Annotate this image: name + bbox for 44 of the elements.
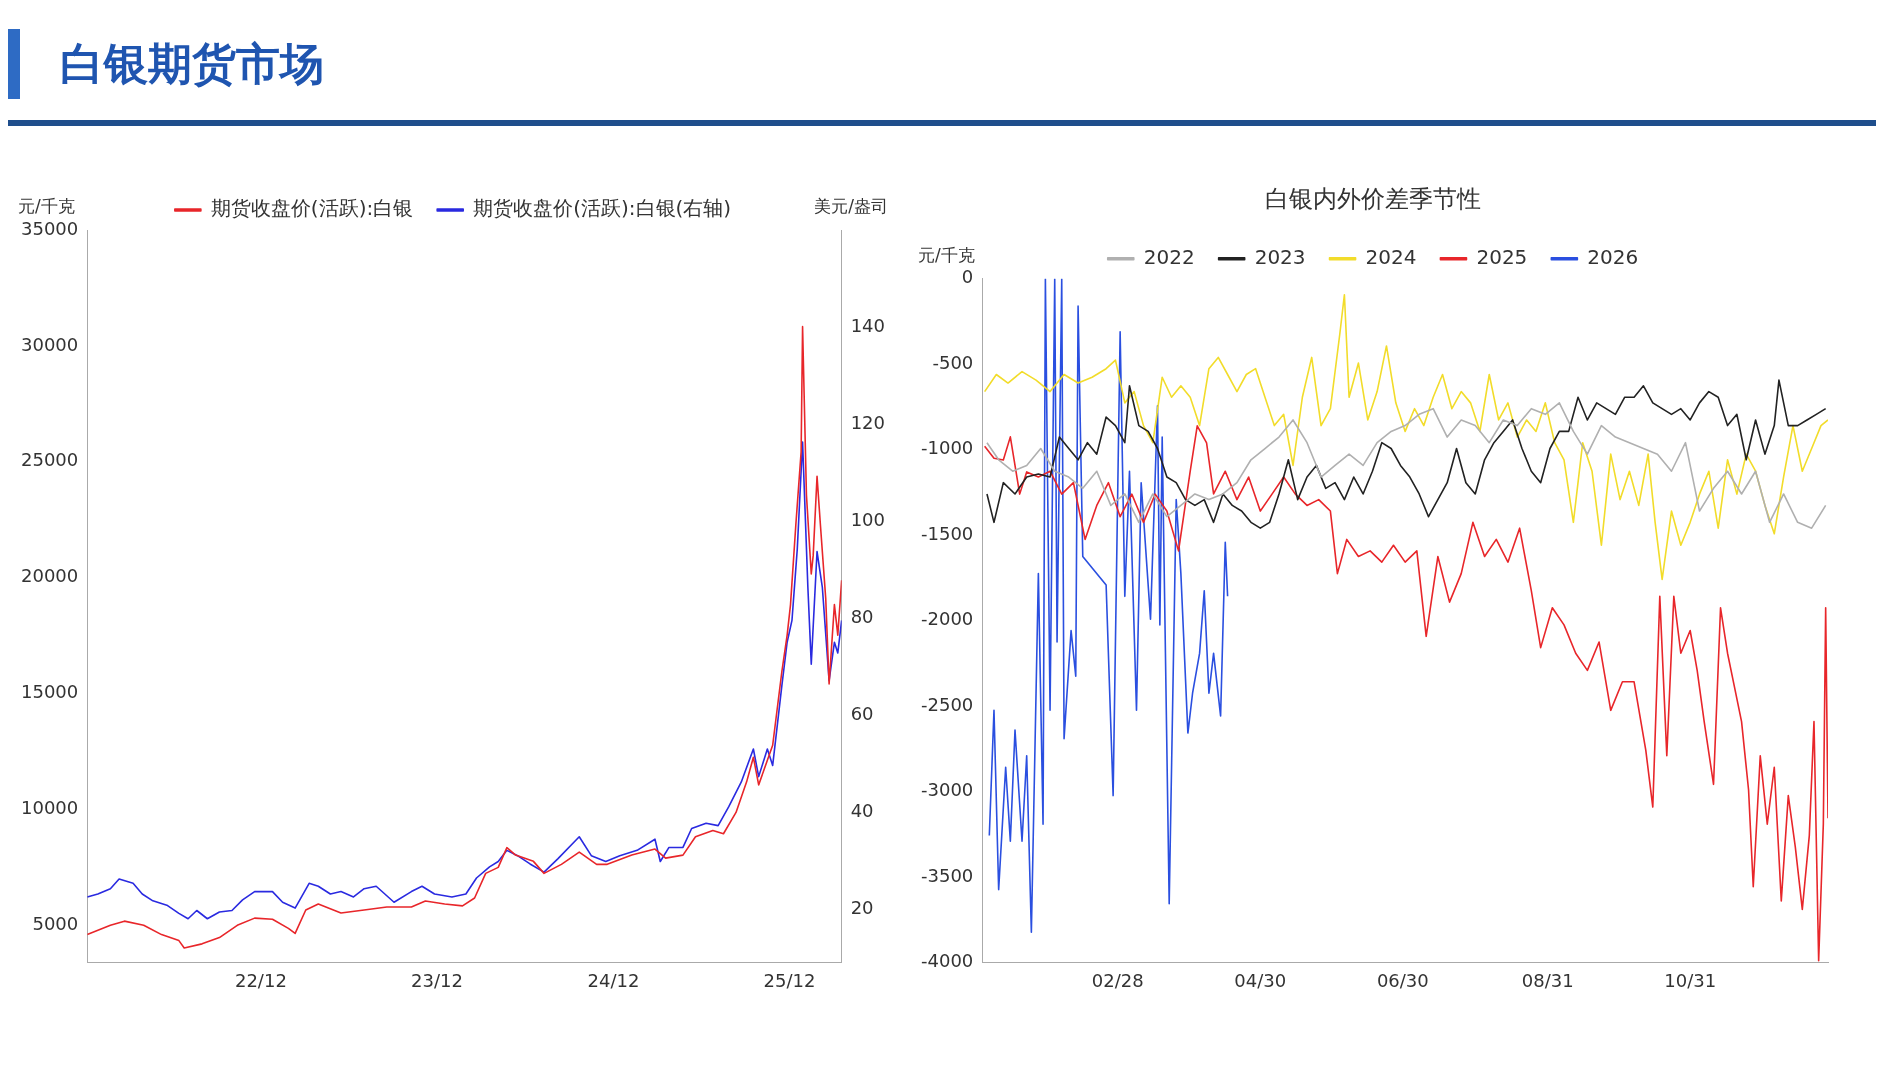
- x-tick-label: 02/28: [1091, 969, 1144, 991]
- y2-tick-label: 60: [850, 702, 874, 724]
- y-axis-title: 元/千克: [18, 195, 75, 216]
- y-tick-label: 5000: [32, 912, 79, 934]
- legend-label: 2026: [1587, 245, 1639, 269]
- y2-tick-label: 40: [850, 799, 874, 821]
- y2-tick-label: 20: [850, 896, 874, 918]
- y-tick-label: 35000: [21, 217, 79, 239]
- y2-tick-label: 120: [850, 411, 885, 433]
- x-tick-label: 06/30: [1376, 969, 1429, 991]
- x-tick-label: 08/31: [1521, 969, 1574, 991]
- y-tick-label: -3000: [920, 779, 974, 801]
- legend-label: 2022: [1143, 245, 1195, 269]
- y-tick-label: 0: [961, 266, 974, 288]
- y2-tick-label: 100: [850, 508, 885, 530]
- x-tick-label: 23/12: [411, 969, 463, 991]
- y-tick-label: -1500: [920, 522, 974, 544]
- y-tick-label: 20000: [21, 565, 79, 587]
- x-tick-label: 24/12: [587, 969, 640, 991]
- chart-title: 白银内外价差季节性: [1265, 184, 1481, 213]
- y-tick-label: -2000: [920, 608, 974, 630]
- x-tick-label: 04/30: [1234, 969, 1287, 991]
- y-tick-label: -500: [932, 351, 974, 373]
- legend-label: 2024: [1365, 245, 1417, 269]
- y2-tick-label: 80: [850, 605, 874, 627]
- x-tick-label: 22/12: [234, 969, 287, 991]
- chart-title: 白银期货市场: [60, 36, 324, 91]
- y2-tick-label: 140: [850, 314, 885, 336]
- legend-label: 期货收盘价(活跃):白银(右轴): [473, 196, 732, 221]
- y-tick-label: -4000: [920, 950, 974, 972]
- y-tick-label: 25000: [21, 449, 79, 471]
- y-tick-label: 15000: [21, 681, 79, 703]
- y-tick-label: 30000: [21, 333, 79, 355]
- y-tick-label: -2500: [920, 693, 974, 715]
- x-tick-label: 10/31: [1664, 969, 1717, 991]
- x-tick-label: 25/12: [763, 969, 816, 991]
- y2-axis-title: 美元/盎司: [814, 195, 888, 216]
- legend-label: 2023: [1254, 245, 1306, 269]
- y-tick-label: -1000: [920, 437, 974, 459]
- y-tick-label: 10000: [21, 797, 79, 819]
- y-tick-label: -3500: [920, 864, 974, 886]
- y-axis-title: 元/千克: [918, 244, 975, 265]
- legend-label: 2025: [1476, 245, 1528, 269]
- legend-label: 期货收盘价(活跃):白银: [210, 196, 414, 221]
